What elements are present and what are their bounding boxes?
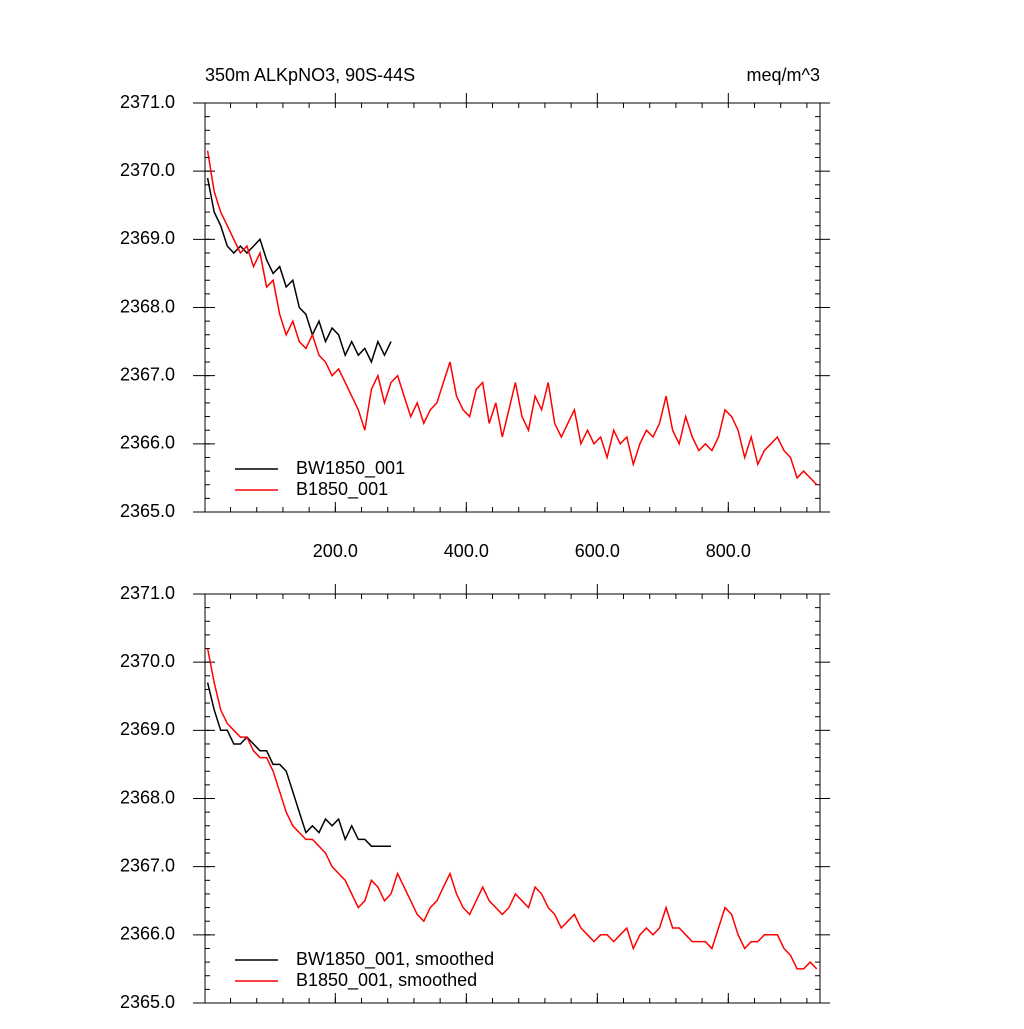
y-tick-label: 2369.0 (120, 719, 175, 739)
y-tick-label: 2366.0 (120, 924, 175, 944)
x-tick-label: 200.0 (313, 541, 358, 561)
y-tick-label: 2365.0 (120, 992, 175, 1012)
units-label: meq/m^3 (747, 65, 820, 85)
legend-label: B1850_001 (296, 479, 388, 500)
series-line (206, 150, 818, 486)
legend-label: BW1850_001, smoothed (296, 949, 494, 970)
series-line (206, 177, 392, 365)
y-tick-label: 2367.0 (120, 364, 175, 384)
y-tick-label: 2370.0 (120, 651, 175, 671)
y-tick-label: 2366.0 (120, 433, 175, 453)
legend-label: B1850_001, smoothed (296, 970, 477, 991)
y-tick-label: 2371.0 (120, 92, 175, 112)
y-tick-label: 2369.0 (120, 228, 175, 248)
x-tick-label: 800.0 (706, 541, 751, 561)
chart-title: 350m ALKpNO3, 90S-44S (205, 65, 415, 85)
y-tick-label: 2368.0 (120, 296, 175, 316)
series-line (206, 682, 391, 847)
y-tick-label: 2368.0 (120, 787, 175, 807)
legend-label: BW1850_001 (296, 458, 405, 479)
x-tick-label: 600.0 (575, 541, 620, 561)
plot-frame (204, 102, 821, 513)
x-tick-label: 400.0 (444, 541, 489, 561)
y-tick-label: 2367.0 (120, 855, 175, 875)
y-tick-label: 2371.0 (120, 583, 175, 603)
y-tick-label: 2370.0 (120, 160, 175, 180)
plot-frame (204, 593, 821, 1004)
series-line (206, 648, 818, 970)
y-tick-label: 2365.0 (120, 501, 175, 521)
